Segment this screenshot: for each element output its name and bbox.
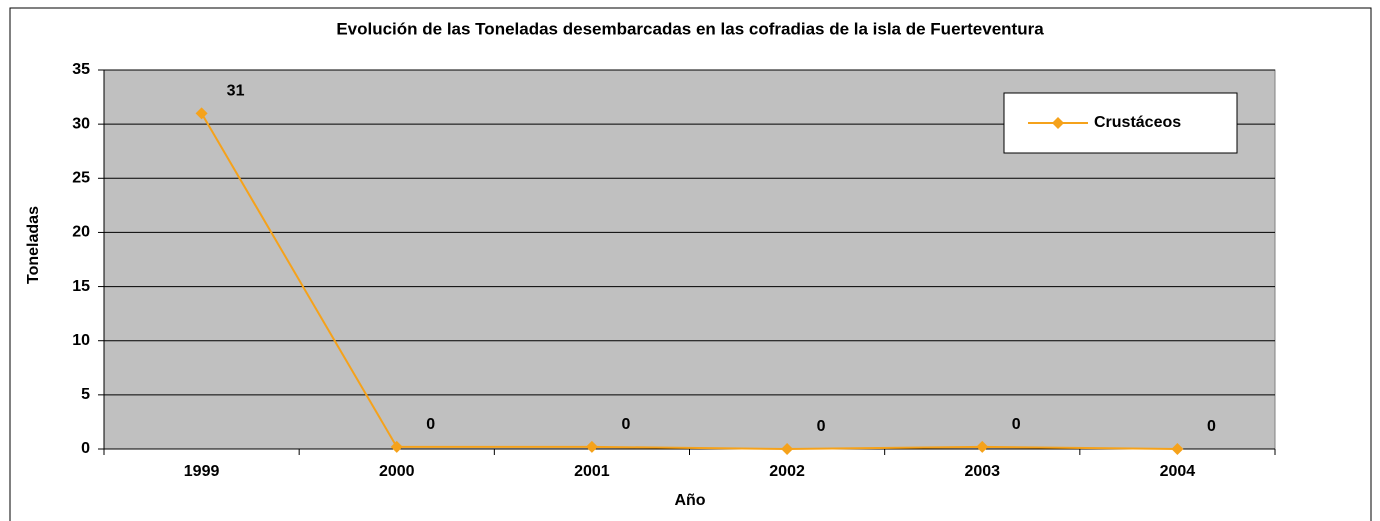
y-tick-label: 15 [72, 278, 90, 295]
data-point [781, 443, 794, 455]
data-label: 0 [1207, 418, 1216, 435]
data-point [390, 440, 403, 453]
x-tick-label: 2001 [574, 463, 610, 480]
x-tick-label: 2004 [1160, 463, 1196, 480]
y-axis-label: Toneladas [25, 206, 42, 284]
y-tick-label: 35 [72, 61, 90, 78]
data-label: 0 [1012, 416, 1021, 433]
chart-title: Evolución de las Toneladas desembarcadas… [336, 19, 1044, 38]
data-point [1171, 443, 1184, 455]
x-tick-label: 2000 [379, 463, 415, 480]
x-tick-label: 2002 [769, 463, 805, 480]
y-tick-label: 20 [72, 224, 90, 241]
legend-label: Crustáceos [1094, 114, 1181, 131]
data-label: 0 [426, 416, 435, 433]
y-tick-label: 25 [72, 170, 90, 187]
y-tick-label: 0 [81, 440, 90, 457]
x-axis-label: Año [674, 492, 705, 509]
y-tick-label: 10 [72, 332, 90, 349]
legend-marker [1052, 117, 1064, 129]
data-point [585, 440, 598, 453]
series-line [200, 112, 1178, 451]
y-tick-label: 5 [81, 386, 90, 403]
y-tick-label: 30 [72, 115, 90, 132]
data-label: 0 [817, 418, 826, 435]
data-label: 31 [227, 83, 245, 100]
data-label: 0 [621, 416, 630, 433]
data-point [976, 440, 989, 453]
data-point [195, 107, 208, 120]
x-tick-label: 1999 [184, 463, 220, 480]
x-tick-label: 2003 [964, 463, 1000, 480]
